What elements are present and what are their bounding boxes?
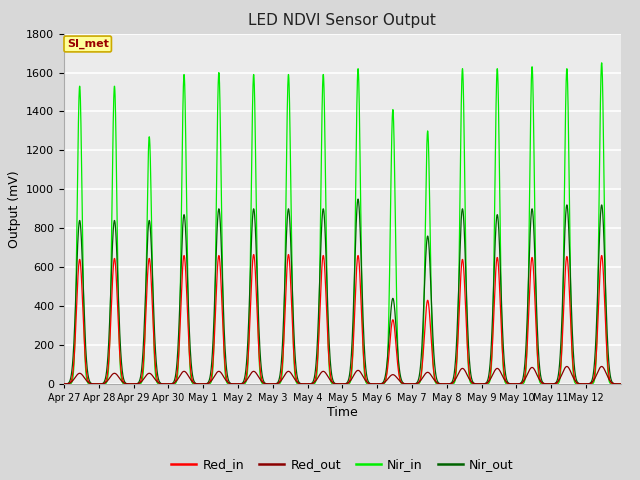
Red_out xyxy=(617,381,625,387)
Red_out xyxy=(262,381,269,386)
Nir_out xyxy=(390,297,397,303)
Nir_out xyxy=(503,376,511,382)
Red_out xyxy=(414,380,422,386)
Nir_in xyxy=(617,381,625,387)
Red_out xyxy=(60,381,68,387)
Nir_in xyxy=(473,381,481,387)
Nir_out xyxy=(88,381,96,386)
Y-axis label: Output (mV): Output (mV) xyxy=(8,170,20,248)
Red_in xyxy=(60,381,68,387)
Line: Red_in: Red_in xyxy=(64,254,621,384)
Red_in xyxy=(390,318,397,324)
Title: LED NDVI Sensor Output: LED NDVI Sensor Output xyxy=(248,13,436,28)
Nir_in xyxy=(390,115,397,120)
Red_in xyxy=(88,381,96,387)
Nir_out xyxy=(414,378,422,384)
Legend: Red_in, Red_out, Nir_in, Nir_out: Red_in, Red_out, Nir_in, Nir_out xyxy=(166,453,518,476)
Text: SI_met: SI_met xyxy=(67,39,109,49)
Red_out xyxy=(598,364,605,370)
Red_out xyxy=(88,381,96,386)
Nir_in xyxy=(60,381,68,387)
Line: Nir_in: Nir_in xyxy=(64,63,621,384)
Red_in xyxy=(473,381,481,387)
Red_in xyxy=(414,381,422,386)
Red_in xyxy=(503,380,511,385)
Line: Nir_out: Nir_out xyxy=(64,199,621,384)
Nir_out xyxy=(262,381,269,386)
Nir_out xyxy=(60,381,68,387)
Nir_out xyxy=(617,381,625,387)
Nir_in xyxy=(502,381,510,387)
Red_in xyxy=(250,252,257,257)
Red_in xyxy=(262,381,269,387)
Red_out xyxy=(473,381,481,387)
Nir_in xyxy=(88,381,96,387)
Red_out xyxy=(502,379,510,385)
Red_out xyxy=(390,372,397,378)
Nir_out xyxy=(354,196,362,202)
Nir_in xyxy=(262,381,269,387)
Red_in xyxy=(617,381,625,387)
Nir_in xyxy=(414,381,422,387)
Nir_out xyxy=(473,381,481,387)
Nir_in xyxy=(598,60,605,66)
Line: Red_out: Red_out xyxy=(64,367,621,384)
X-axis label: Time: Time xyxy=(327,406,358,419)
